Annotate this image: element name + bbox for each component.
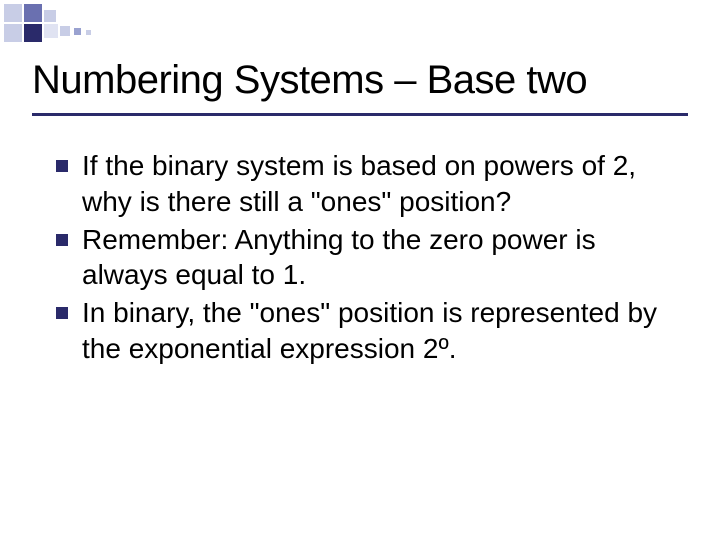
square-bullet-icon <box>56 160 68 172</box>
deco-square <box>4 4 22 22</box>
deco-square <box>24 4 42 22</box>
deco-square <box>4 24 22 42</box>
corner-decoration <box>0 0 130 50</box>
list-item: In binary, the "ones" position is repres… <box>56 295 676 367</box>
slide-title: Numbering Systems – Base two <box>32 58 688 103</box>
bullet-text: In binary, the "ones" position is repres… <box>82 295 676 367</box>
bullet-text: Remember: Anything to the zero power is … <box>82 222 676 294</box>
deco-square <box>24 24 42 42</box>
square-bullet-icon <box>56 307 68 319</box>
bullet-text: If the binary system is based on powers … <box>82 148 676 220</box>
bullet-list: If the binary system is based on powers … <box>0 116 720 367</box>
deco-square <box>44 10 56 22</box>
list-item: Remember: Anything to the zero power is … <box>56 222 676 294</box>
deco-square <box>44 24 58 38</box>
deco-square <box>60 26 70 36</box>
deco-square <box>86 30 91 35</box>
deco-square <box>74 28 81 35</box>
list-item: If the binary system is based on powers … <box>56 148 676 220</box>
square-bullet-icon <box>56 234 68 246</box>
